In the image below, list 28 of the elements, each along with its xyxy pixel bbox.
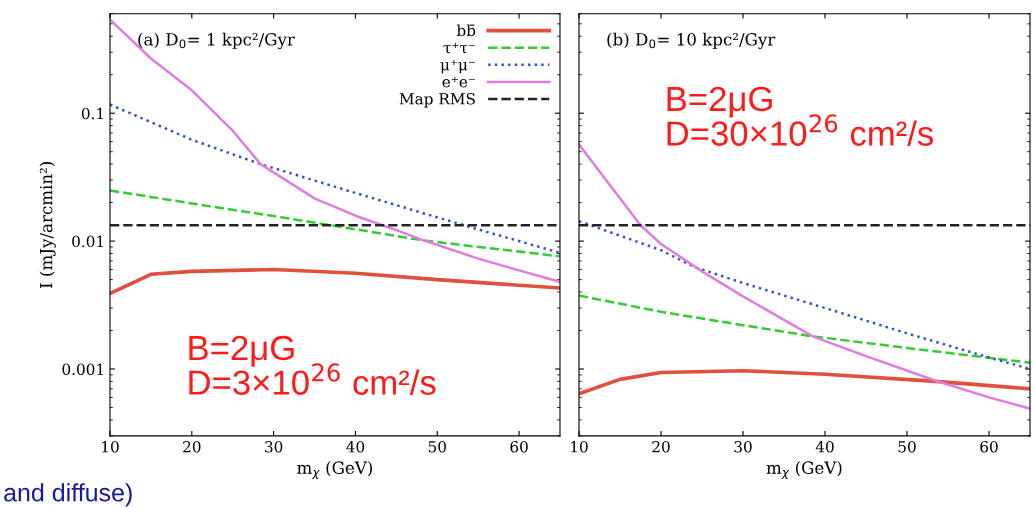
legend-label: τ⁺τ⁻: [443, 42, 475, 54]
x-tick-label: 60: [510, 440, 528, 453]
y-axis-title: I (mJy/arcmin²): [39, 162, 56, 288]
x-tick-label: 50: [428, 440, 446, 453]
x-tick-label: 40: [815, 440, 834, 453]
x-tick-label: 20: [652, 440, 670, 453]
x-tick-label: 40: [346, 440, 365, 453]
x-tick-label: 50: [898, 440, 916, 453]
x-tick-label: 20: [183, 440, 201, 453]
annotation: B=2μG D=30×10$^{26}$ cm²/s: [667, 86, 934, 146]
x-tick-label: 10: [102, 440, 119, 453]
legend-label: e⁺e⁻: [442, 76, 475, 88]
annotation: B=2μG D=3×10$^{26}$ cm²/s: [189, 335, 436, 395]
x-tick-label: 10: [571, 440, 588, 453]
legend-label: Map RMS: [399, 92, 475, 108]
x-axis-title: m$_{χ}$ (GeV): [297, 461, 373, 479]
x-tick-label: 60: [980, 440, 998, 453]
y-tick-label: 0.001: [62, 363, 103, 376]
x-tick-label: 30: [734, 440, 752, 453]
y-tick-label: 0.1: [81, 107, 103, 120]
x-tick-label: 30: [265, 440, 283, 453]
text: and diffuse): [4, 483, 132, 507]
y-tick-label: 0.01: [72, 235, 103, 248]
legend-label: bb̄: [456, 24, 476, 37]
text: (b) D$_{0}$= 10 kpc²/Gyr: [607, 32, 776, 50]
legend-label: μ⁺μ⁻: [440, 59, 475, 74]
text: (a) D$_{0}$= 1 kpc²/Gyr: [138, 32, 295, 50]
x-axis-title: m$_{χ}$ (GeV): [766, 461, 842, 479]
